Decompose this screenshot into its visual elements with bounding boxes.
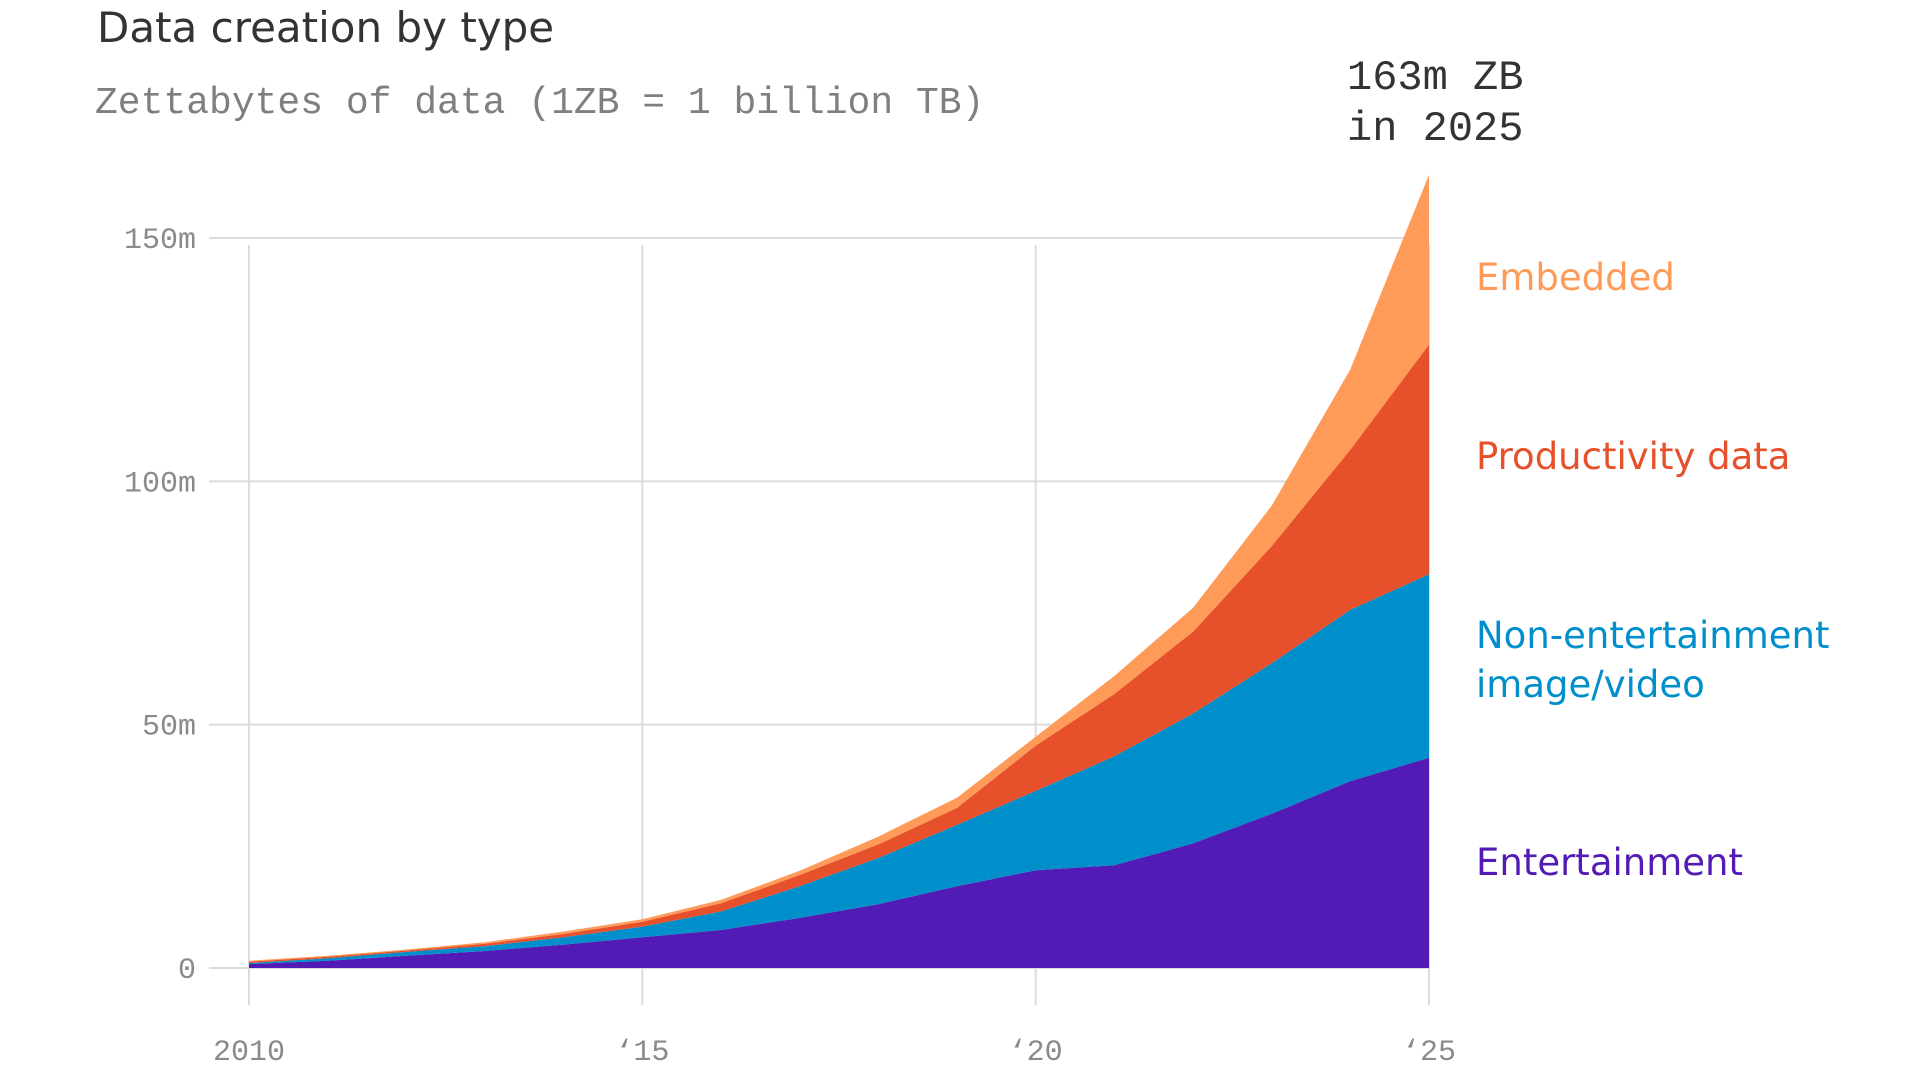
series-label-productivity-data: Productivity data	[1476, 435, 1790, 478]
total-annotation-line-2: in 2025	[1347, 105, 1523, 153]
chart-title: Data creation by type	[97, 3, 554, 52]
series-labels: Entertainment Non-entertainment image/vide…	[1476, 256, 1830, 884]
y-tick-label: 100m	[124, 467, 196, 501]
series-label-line: Entertainment	[1476, 841, 1743, 884]
series-label-embedded: Embedded	[1476, 256, 1675, 299]
series-label-non-entertainment-image-video: Non-entertainment image/video	[1476, 614, 1830, 706]
area-non-entertainment-image-video	[249, 574, 1429, 965]
chart-subtitle: Zettabytes of data (1ZB = 1 billion TB)	[95, 82, 984, 125]
total-annotation-line-1: 163m ZB	[1347, 54, 1523, 102]
y-axis: 0 50m 100m 150m	[124, 224, 196, 988]
series-label-line: Non-entertainment	[1476, 614, 1830, 657]
series-label-line: Productivity data	[1476, 435, 1790, 478]
series-label-entertainment: Entertainment	[1476, 841, 1743, 884]
y-tick-label: 0	[178, 954, 196, 988]
x-tick-label: ‘25	[1402, 1036, 1456, 1070]
area-entertainment	[249, 757, 1429, 968]
y-tick-label: 50m	[142, 711, 196, 745]
x-axis: 2010 ‘15 ‘20 ‘25	[213, 1036, 1456, 1070]
y-tick-label: 150m	[124, 224, 196, 258]
area-layers	[249, 174, 1429, 968]
x-tick-label: 2010	[213, 1036, 285, 1070]
area-productivity-data	[249, 344, 1429, 964]
series-label-line: image/video	[1476, 663, 1705, 706]
series-label-line: Embedded	[1476, 256, 1675, 299]
x-tick-label: ‘20	[1009, 1036, 1063, 1070]
x-tick-label: ‘15	[615, 1036, 669, 1070]
